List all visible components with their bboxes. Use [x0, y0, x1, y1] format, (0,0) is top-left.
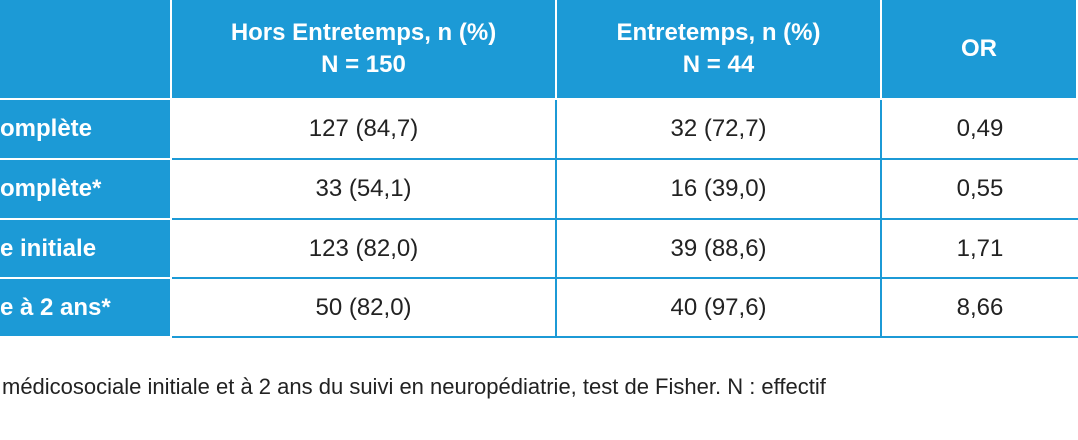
data-cell: 8,66 [882, 279, 1078, 338]
data-cell: 40 (97,6) [557, 279, 882, 338]
header-title: Entretemps, n (%) [616, 19, 821, 46]
row-label: e initiale [0, 220, 170, 277]
caption: médicosociale initiale et à 2 ans du sui… [2, 374, 826, 399]
header-title: Hors Entretemps, n (%) [230, 19, 497, 46]
data-cell: 1,71 [882, 220, 1078, 279]
header-title: OR [961, 35, 997, 62]
data-cell: 0,49 [882, 100, 1078, 160]
row-label: omplète [0, 100, 170, 158]
row-label: omplète* [0, 160, 170, 218]
data-cell: 123 (82,0) [172, 220, 557, 279]
data-cell: 32 (72,7) [557, 100, 882, 160]
data-cell: 33 (54,1) [172, 160, 557, 220]
data-cell: 127 (84,7) [172, 100, 557, 160]
row-label: e à 2 ans* [0, 279, 170, 336]
data-cell: 16 (39,0) [557, 160, 882, 220]
header-cell: Entretemps, n (%) N = 44 [557, 0, 880, 98]
header-cell [0, 0, 170, 98]
header-n: N = 150 [321, 51, 406, 78]
header-n: N = 44 [682, 51, 755, 78]
data-cell: 39 (88,6) [557, 220, 882, 279]
header-cell: Hors Entretemps, n (%) N = 150 [172, 0, 555, 98]
header-cell: OR [882, 0, 1076, 98]
data-cell: 0,55 [882, 160, 1078, 220]
data-cell: 50 (82,0) [172, 279, 557, 338]
